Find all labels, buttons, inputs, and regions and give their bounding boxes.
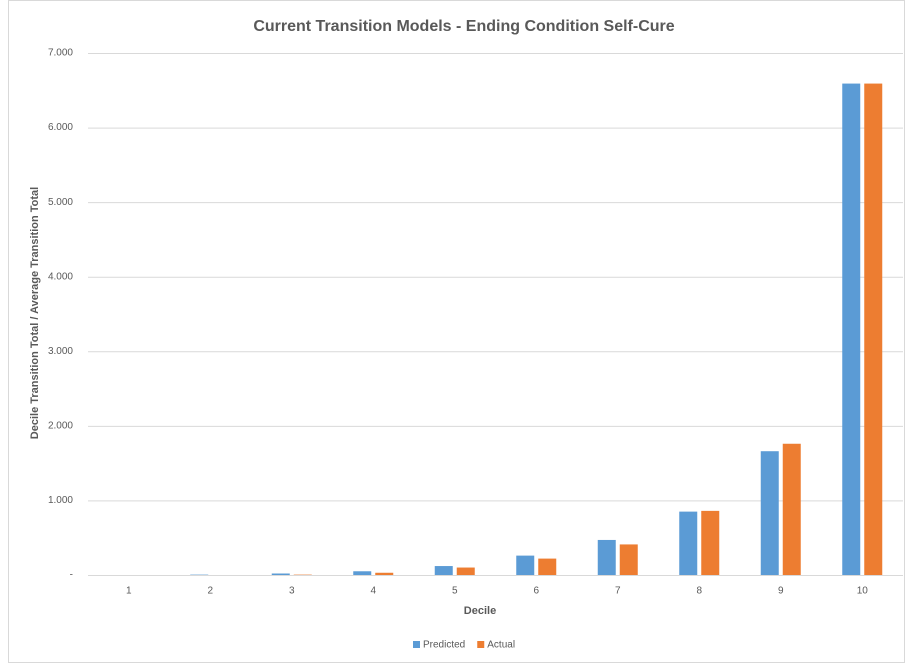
legend-swatch [413,641,420,648]
legend-label: Predicted [423,640,465,651]
y-tick-label: 3.000 [48,346,73,357]
x-tick-label: 8 [696,586,702,597]
bar [538,558,557,575]
bar [375,572,394,575]
bar [760,451,779,575]
bar [516,555,535,575]
x-axis-label: Decile [464,605,496,617]
x-tick-label: 6 [533,586,539,597]
x-tick-label: 4 [370,586,376,597]
y-tick-label: 1.000 [48,495,73,506]
legend-swatch [477,641,485,648]
y-axis-label: Decile Transition Total / Average Transi… [29,187,41,439]
bar [701,510,720,575]
y-tick-label: 4.000 [48,271,73,282]
bar [842,83,861,576]
bar [864,83,883,576]
y-tick-label: - [70,570,73,581]
bar [782,443,801,575]
bar [679,511,698,575]
chart-title: Current Transition Models - Ending Condi… [253,18,674,35]
y-tick-label: 7.000 [48,48,73,59]
bar [271,573,290,575]
bar [353,571,372,575]
x-tick-label: 1 [126,586,132,597]
x-tick-label: 2 [207,586,213,597]
bar [619,544,638,575]
bar [597,539,616,575]
x-tick-label: 9 [778,586,784,597]
x-tick-label: 10 [857,586,869,597]
chart-border [8,0,905,663]
bar [456,567,475,575]
y-tick-label: 6.000 [48,122,73,133]
x-tick-label: 7 [615,586,621,597]
y-tick-label: 5.000 [48,197,73,208]
legend-label: Actual [487,640,515,651]
bar [434,566,453,575]
x-tick-label: 5 [452,586,458,597]
x-tick-label: 3 [289,586,295,597]
y-tick-label: 2.000 [48,420,73,431]
